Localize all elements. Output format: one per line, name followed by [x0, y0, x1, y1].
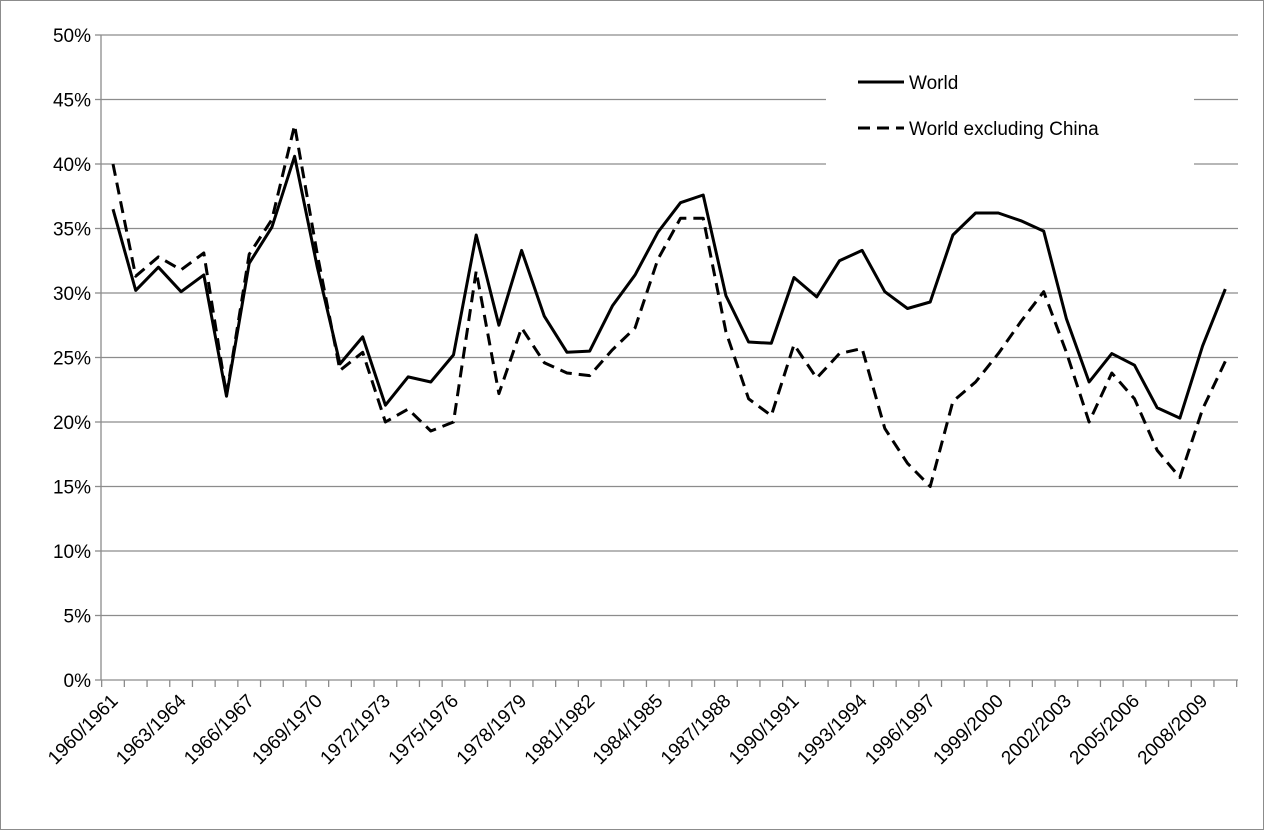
x-tick-label: 1990/1991 — [725, 691, 803, 769]
legend: World World excluding China — [826, 58, 1194, 166]
y-tick-label: 40% — [53, 155, 91, 176]
x-tick-label: 1981/1982 — [521, 691, 599, 769]
x-tick-label: 1960/1961 — [44, 691, 122, 769]
y-tick-label: 15% — [53, 478, 91, 499]
x-tick-label: 2002/2003 — [998, 691, 1076, 769]
x-tick-label: 1972/1973 — [317, 691, 395, 769]
series-line-world-excluding-china — [113, 125, 1225, 486]
y-tick-label: 5% — [64, 607, 92, 628]
legend-label-world-excluding-china: World excluding China — [909, 119, 1099, 140]
x-tick-label: 1993/1994 — [793, 690, 872, 769]
y-tick-labels: 0% 5% 10% 15% 20% 25% 30% 35% 40% 45% 50% — [53, 26, 91, 692]
x-tick-label: 1996/1997 — [861, 691, 939, 769]
x-tick-label: 1987/1988 — [657, 691, 735, 769]
series-line-world — [113, 156, 1225, 418]
x-tick-labels: 1960/19611963/19641966/19671969/19701972… — [44, 690, 1212, 769]
y-tick-label: 30% — [53, 284, 91, 305]
y-tick-label: 50% — [53, 26, 91, 47]
x-tick-label: 1975/1976 — [385, 691, 463, 769]
x-tick-label: 1999/2000 — [929, 691, 1007, 769]
y-tick-label: 10% — [53, 542, 91, 563]
x-tick-label: 2008/2009 — [1134, 691, 1212, 769]
legend-background — [826, 58, 1194, 166]
x-tick-label: 1969/1970 — [248, 691, 326, 769]
x-tick-label: 1984/1985 — [589, 691, 667, 769]
legend-label-world: World — [909, 73, 958, 94]
y-tick-label: 45% — [53, 91, 91, 112]
y-tick-label: 35% — [53, 220, 91, 241]
y-tick-label: 25% — [53, 349, 91, 370]
series-lines — [113, 125, 1225, 486]
x-tick-label: 1966/1967 — [180, 691, 258, 769]
y-tick-label: 0% — [64, 671, 92, 692]
x-tick-label: 1978/1979 — [453, 691, 531, 769]
y-tick-label: 20% — [53, 413, 91, 434]
x-tick-label: 1963/1964 — [112, 690, 191, 769]
x-tick-label: 2005/2006 — [1066, 691, 1144, 769]
